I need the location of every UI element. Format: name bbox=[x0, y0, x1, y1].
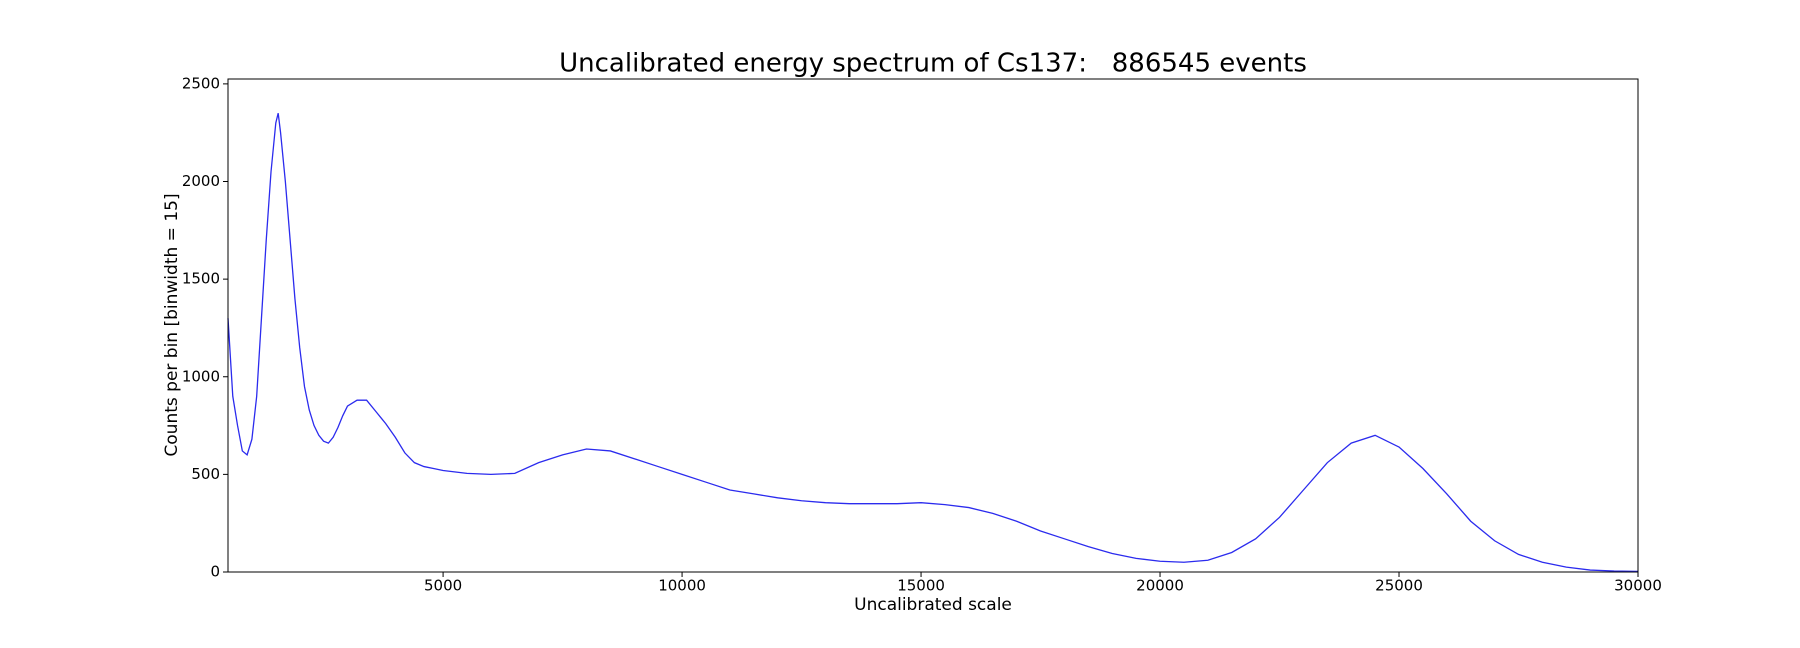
y-tick-label: 1000 bbox=[182, 367, 220, 385]
y-tick-label: 2000 bbox=[182, 172, 220, 190]
x-tick-label: 30000 bbox=[1614, 577, 1662, 595]
x-tick-label: 15000 bbox=[897, 577, 945, 595]
x-tick-label: 5000 bbox=[424, 577, 462, 595]
x-tick-label: 10000 bbox=[658, 577, 706, 595]
x-tick-label: 25000 bbox=[1375, 577, 1423, 595]
y-tick-label: 0 bbox=[210, 563, 220, 581]
plot-frame bbox=[227, 78, 1639, 573]
chart-title: Uncalibrated energy spectrum of Cs137: 8… bbox=[559, 49, 1307, 79]
y-tick-label: 500 bbox=[191, 465, 220, 483]
x-axis-label: Uncalibrated scale bbox=[854, 595, 1012, 615]
y-axis-label: Counts per bin [binwidth = 15] bbox=[162, 193, 182, 456]
y-tick-label: 2500 bbox=[182, 74, 220, 92]
spectrum-line bbox=[227, 113, 1639, 573]
y-tick-label: 1500 bbox=[182, 270, 220, 288]
x-tick-label: 20000 bbox=[1136, 577, 1184, 595]
